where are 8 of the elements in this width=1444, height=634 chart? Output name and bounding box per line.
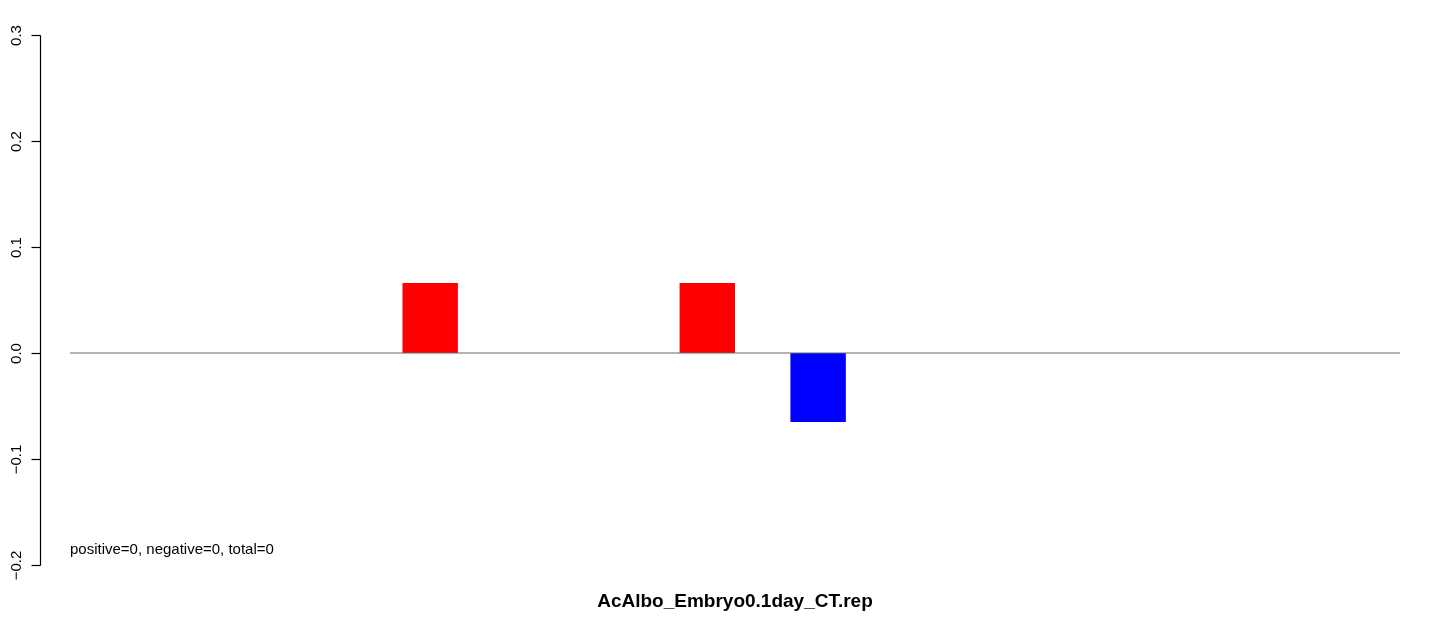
y-tick-label: 0.0 [6,343,24,364]
text: AcAlbo_Embryo0.1day_CT.rep [597,589,873,611]
y-tick-label: 0.3 [6,25,24,46]
annotation: positive=0, negative=0, total=0 [70,540,274,557]
y-tick-label: 0.2 [6,131,24,152]
y-tick-label: −0.1 [6,444,24,475]
y-tick-label: −0.2 [6,550,24,581]
y-tick-label: 0.1 [6,237,24,258]
